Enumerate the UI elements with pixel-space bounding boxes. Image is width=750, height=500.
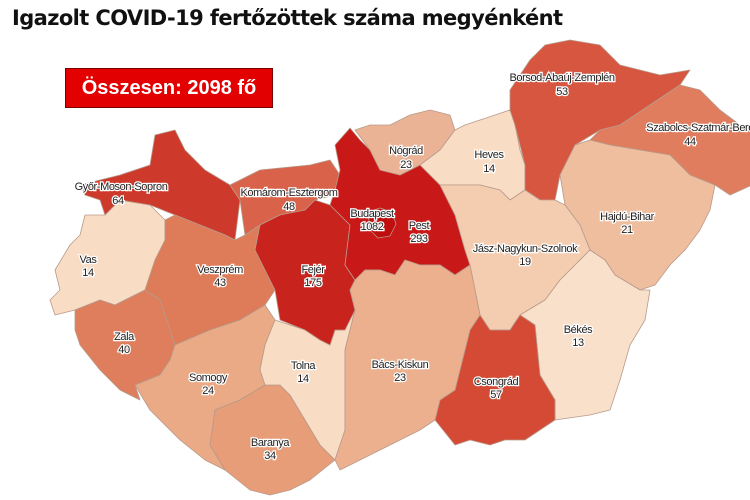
label-nograd-value: 23 (400, 159, 412, 171)
label-somogy-value: 24 (202, 385, 214, 397)
label-borsod-value: 53 (556, 86, 568, 98)
page-title: Igazolt COVID-19 fertőzöttek száma megyé… (12, 6, 563, 30)
label-vas-name: Vas (80, 254, 98, 266)
label-somogy-name: Somogy (189, 372, 228, 384)
label-baranya-value: 34 (264, 450, 276, 462)
label-csongrad-name: Csongrád (474, 376, 519, 388)
label-bacs-value: 23 (394, 372, 406, 384)
label-komarom-value: 48 (283, 201, 295, 213)
label-fejer-name: Fejér (301, 264, 325, 276)
label-veszprem-value: 43 (214, 277, 226, 289)
label-jasz-name: Jász-Nagykun-Szolnok (473, 243, 578, 255)
label-hajdu-name: Hajdú-Bihar (600, 211, 654, 223)
label-bekes-value: 13 (572, 337, 584, 349)
label-gyor-value: 64 (112, 195, 124, 207)
label-borsod-name: Borsod-Abaúj-Zemplén (509, 72, 614, 84)
label-budapest-value: 1082 (361, 221, 384, 233)
region-gyor-moson-sopron[interactable] (79, 129, 241, 241)
label-bekes-name: Békés (564, 324, 593, 336)
label-pest-name: Pest (409, 220, 430, 232)
label-szabolcs-value: 44 (684, 136, 696, 148)
label-budapest-name: Budapest (350, 208, 394, 220)
label-baranya-name: Baranya (251, 437, 290, 449)
label-nograd-name: Nógrád (389, 145, 423, 157)
label-vas-value: 14 (82, 267, 94, 279)
region-fejer[interactable] (254, 199, 356, 346)
label-jasz-value: 19 (519, 256, 531, 268)
label-szabolcs-name: Szabolcs-Szatmár-Bereg (646, 122, 750, 134)
label-hajdu-value: 21 (621, 224, 633, 236)
label-heves-value: 14 (483, 163, 495, 175)
region-budapest[interactable] (367, 207, 397, 239)
label-heves-name: Heves (474, 149, 504, 161)
label-bacs-name: Bács-Kiskun (372, 359, 429, 371)
label-tolna-name: Tolna (291, 360, 317, 372)
label-veszprem-name: Veszprém (197, 264, 243, 276)
label-zala-name: Zala (114, 331, 135, 343)
label-zala-value: 40 (118, 344, 130, 356)
label-gyor-name: Győr-Moson-Sopron (75, 181, 168, 193)
label-csongrad-value: 57 (490, 389, 502, 401)
total-count-banner: Összesen: 2098 fő (65, 68, 273, 108)
label-pest-value: 293 (410, 233, 427, 245)
label-tolna-value: 14 (297, 373, 309, 385)
label-komarom-name: Komárom-Esztergom (240, 187, 337, 199)
label-fejer-value: 175 (304, 277, 321, 289)
region-bacs-kiskun[interactable] (334, 259, 481, 471)
